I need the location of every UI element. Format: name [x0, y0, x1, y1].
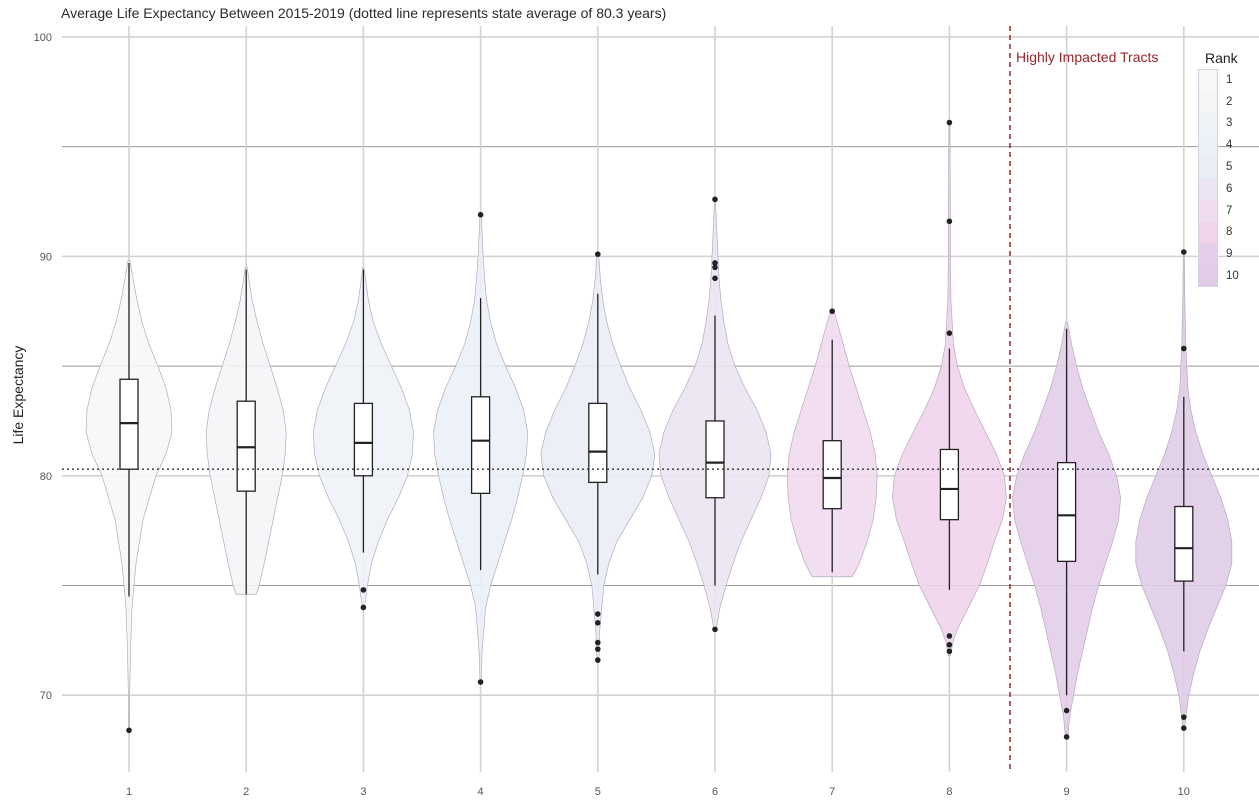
- x-tick-label: 4: [478, 786, 484, 798]
- legend: Rank 1 2 3 4 5 6 7 8 9 10: [1198, 50, 1239, 287]
- box-rank-9: [1056, 461, 1077, 563]
- outlier-point: [712, 260, 718, 266]
- outlier-point: [946, 218, 953, 225]
- reference-layer: Highly Impacted Tracts: [62, 26, 1259, 772]
- legend-swatch: [1198, 199, 1218, 222]
- legend-swatch: [1198, 177, 1218, 200]
- y-tick-label: 80: [40, 471, 52, 483]
- legend-label: 2: [1226, 95, 1233, 108]
- annotation-label: Highly Impacted Tracts: [1016, 49, 1158, 65]
- legend-label: 4: [1226, 139, 1233, 152]
- outlier-point: [1181, 345, 1187, 352]
- outlier-point: [1063, 734, 1070, 740]
- box-rank-7: [822, 440, 842, 510]
- x-tick-label: 8: [946, 786, 952, 798]
- outlier-point: [595, 251, 601, 257]
- outlier-point: [360, 604, 367, 611]
- legend-swatch: [1198, 156, 1218, 178]
- legend-item: 9: [1198, 243, 1239, 266]
- y-tick-label: 70: [40, 690, 52, 702]
- legend-swatch: [1198, 134, 1218, 157]
- outlier-point: [595, 611, 601, 617]
- legend-rows: 1 2 3 4 5 6 7 8 9 10: [1198, 69, 1239, 287]
- legend-swatch: [1198, 243, 1218, 266]
- legend-label: 7: [1226, 204, 1233, 217]
- outlier-point: [946, 641, 953, 648]
- outlier-point: [595, 620, 601, 626]
- x-tick-label: 2: [243, 786, 249, 798]
- legend-label: 6: [1226, 182, 1233, 195]
- legend-swatch: [1198, 90, 1218, 113]
- outlier-point: [1181, 249, 1187, 255]
- outlier-point: [477, 679, 484, 685]
- box-rank-5: [588, 402, 608, 484]
- legend-item: 8: [1198, 221, 1239, 244]
- outlier-point: [829, 308, 835, 315]
- x-tick-label: 7: [829, 786, 835, 798]
- legend-label: 8: [1226, 226, 1233, 239]
- outlier-point: [126, 727, 132, 734]
- box-rank-8: [939, 448, 960, 521]
- x-tick-label: 6: [712, 786, 718, 798]
- legend-label: 3: [1226, 117, 1233, 130]
- outlier-point: [712, 626, 718, 633]
- legend-title: Rank: [1205, 50, 1238, 66]
- legend-label: 9: [1226, 248, 1233, 261]
- outlier-point: [946, 119, 953, 126]
- legend-label: 5: [1226, 161, 1233, 174]
- outlier-point: [595, 639, 601, 646]
- outlier-point: [1181, 714, 1187, 720]
- legend-item: 10: [1198, 265, 1239, 287]
- box-rank-6: [705, 420, 725, 499]
- legend-swatch: [1198, 265, 1218, 287]
- outlier-point: [946, 633, 953, 639]
- outlier-point: [360, 587, 367, 593]
- x-tick-label: 10: [1178, 786, 1190, 798]
- legend-item: 1: [1198, 69, 1239, 91]
- violin-layer: [85, 119, 1233, 740]
- box-rank-10: [1174, 505, 1194, 582]
- legend-swatch: [1198, 69, 1218, 91]
- y-tick-label: 90: [40, 251, 52, 263]
- outlier-point: [946, 648, 953, 655]
- legend-item: 2: [1198, 90, 1239, 113]
- outlier-point: [946, 330, 953, 336]
- box-rank-3: [353, 402, 374, 477]
- x-tick-label: 9: [1064, 786, 1070, 798]
- legend-swatch: [1198, 221, 1218, 244]
- legend-swatch: [1198, 112, 1218, 135]
- tick-layer: 70 80 90 100 1 2 3 4 5 6 7 8 9 10: [34, 32, 1190, 798]
- x-tick-label: 5: [595, 786, 601, 798]
- legend-label: 10: [1226, 270, 1239, 283]
- legend-item: 5: [1198, 156, 1239, 178]
- box-rank-4: [470, 396, 491, 494]
- outlier-point: [712, 264, 718, 271]
- legend-item: 6: [1198, 177, 1239, 200]
- y-tick-label: 100: [34, 32, 52, 44]
- outlier-point: [712, 196, 718, 203]
- x-tick-label: 1: [126, 786, 132, 798]
- legend-item: 7: [1198, 199, 1239, 222]
- chart-title: Average Life Expectancy Between 2015-201…: [61, 5, 667, 21]
- outlier-point: [1063, 707, 1070, 714]
- x-tick-label: 3: [360, 786, 366, 798]
- outlier-point: [712, 275, 718, 282]
- legend-label: 1: [1226, 73, 1233, 86]
- outlier-point: [477, 211, 484, 218]
- outlier-point: [595, 657, 601, 663]
- outlier-point: [1181, 725, 1187, 731]
- legend-item: 3: [1198, 112, 1239, 135]
- legend-item: 4: [1198, 134, 1239, 157]
- outlier-point: [595, 646, 601, 652]
